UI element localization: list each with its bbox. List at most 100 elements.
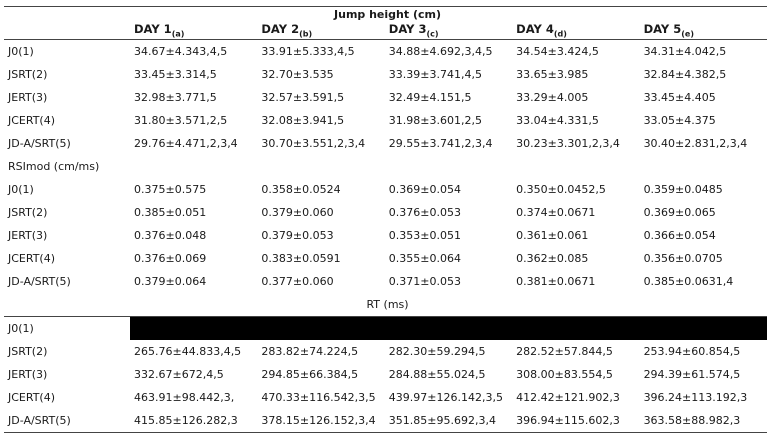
- row-label: JCERT(4): [8, 391, 56, 404]
- day-subscript: (e): [681, 29, 694, 39]
- table-title: Jump height (cm): [4, 6, 768, 21]
- row-label: JERT(3): [8, 91, 48, 104]
- day-subscript: (b): [299, 29, 313, 39]
- row-label: J0(1): [8, 45, 34, 58]
- table-cell: 351.85±95.692,3,4: [384, 409, 513, 433]
- day-label: DAY 5: [643, 21, 682, 36]
- day-label: DAY 2: [261, 21, 300, 36]
- table-cell: 0.376±0.069: [134, 252, 207, 265]
- table-cell: 31.98±3.601,2,5: [388, 114, 482, 127]
- table-cell: 470.33±116.542,3,5: [261, 391, 376, 404]
- table-cell: 0.379±0.053: [261, 229, 334, 242]
- results-table-body: Jump height (cm) DAY 1(a) DAY 2(b) DAY 3(c…: [4, 6, 768, 433]
- day-subscript: (a): [171, 29, 185, 39]
- table-cell: 32.57±3.591,5: [261, 91, 345, 104]
- table-cell: 412.42±121.902,3: [516, 391, 620, 404]
- table-cell: 284.88±55.024,5: [388, 368, 486, 381]
- table-cell: 283.82±74.224,5: [261, 345, 359, 358]
- day-header-row: DAY 1(a) DAY 2(b) DAY 3(c) DAY 4(d) DAY 5(e): [4, 21, 768, 40]
- row-label: JERT(3): [8, 368, 48, 381]
- table-cell: 332.67±672,4,5: [134, 368, 224, 381]
- table-cell: 0.353±0.051: [388, 229, 461, 242]
- table-cell: 32.49±4.151,5: [388, 91, 472, 104]
- table-cell: 29.76±4.471,2,3,4: [134, 137, 238, 150]
- rsi-heading: RSImod (cm/ms): [8, 160, 100, 173]
- table-cell: 30.40±2.831,2,3,4: [643, 137, 748, 150]
- table-cell: 33.05±4.375: [643, 114, 716, 127]
- table-row: JD-A/SRT(5) 0.379±0.064 0.377±0.060 0.371±0…: [4, 270, 767, 293]
- day-subscript: (c): [426, 29, 439, 39]
- day-header-2: DAY 2(b): [257, 21, 385, 40]
- table-cell: 0.371±0.053: [388, 275, 461, 288]
- redaction-bar: [130, 316, 768, 340]
- table-cell: 0.379±0.060: [261, 206, 334, 219]
- table-cell: 31.80±3.571,2,5: [134, 114, 228, 127]
- row-label: JCERT(4): [8, 114, 56, 127]
- table-row: J0(1) 34.67±4.343,4,5 33.91±5.333,4,5 34.88…: [4, 40, 767, 64]
- row-label: JSRT(2): [8, 345, 48, 358]
- table-row: JSRT(2) 265.76±44.833,4,5 283.82±74.224,5 2…: [4, 340, 767, 363]
- table-row: JSRT(2) 33.45±3.314,5 32.70±3.535 33.39±3.7…: [4, 63, 767, 86]
- rt-heading-row: RT (ms): [4, 293, 768, 317]
- table-cell: 0.376±0.048: [134, 229, 207, 242]
- table-cell: 33.29±4.005: [516, 91, 589, 104]
- table-cell: 0.385±0.051: [134, 206, 207, 219]
- table-cell: 0.355±0.064: [388, 252, 461, 265]
- table-cell: 294.39±61.574,5: [643, 368, 741, 381]
- table-cell: 265.76±44.833,4,5: [134, 345, 242, 358]
- table-cell: 33.91±5.333,4,5: [261, 45, 355, 58]
- table-cell: 32.70±3.535: [261, 68, 334, 81]
- table-cell: 0.359±0.0485: [643, 183, 723, 196]
- table-cell: 33.39±3.741,4,5: [388, 68, 482, 81]
- table-row: JSRT(2) 0.385±0.051 0.379±0.060 0.376±0.053…: [4, 201, 767, 224]
- table-cell: 0.375±0.575: [134, 183, 207, 196]
- table-cell: 0.350±0.0452,5: [516, 183, 606, 196]
- table-row: JERT(3) 0.376±0.048 0.379±0.053 0.353±0.051…: [4, 224, 767, 247]
- table-cell: 0.379±0.064: [134, 275, 207, 288]
- table-cell: 253.94±60.854,5: [643, 345, 741, 358]
- table-cell: 0.376±0.053: [388, 206, 461, 219]
- table-cell: 282.52±57.844,5: [516, 345, 613, 358]
- redacted-row: J0(1): [4, 316, 768, 340]
- row-label: JERT(3): [8, 229, 48, 242]
- table-cell: 34.31±4.042,5: [643, 45, 727, 58]
- table-cell: 0.362±0.085: [516, 252, 589, 265]
- table-cell: 0.369±0.054: [388, 183, 461, 196]
- table-cell: 0.361±0.061: [516, 229, 589, 242]
- table-cell: 396.24±113.192,3: [643, 391, 748, 404]
- table-cell: 0.358±0.0524: [261, 183, 341, 196]
- table-row: JERT(3) 32.98±3.771,5 32.57±3.591,5 32.49±4…: [4, 86, 767, 109]
- day-header-1: DAY 1(a): [130, 21, 258, 40]
- row-label: JD-A/SRT(5): [8, 137, 71, 150]
- table-cell: 0.356±0.0705: [643, 252, 723, 265]
- table-cell: 29.55±3.741,2,3,4: [388, 137, 493, 150]
- day-label: DAY 1: [134, 21, 172, 36]
- table-cell: 0.377±0.060: [261, 275, 334, 288]
- day-header-3: DAY 3(c): [384, 21, 513, 40]
- row-label: JSRT(2): [8, 68, 48, 81]
- rsi-heading-row: RSImod (cm/ms): [4, 155, 767, 178]
- table-cell: 33.04±4.331,5: [516, 114, 599, 127]
- row-label: JD-A/SRT(5): [4, 409, 130, 433]
- table-cell: 0.385±0.0631,4: [643, 275, 734, 288]
- table-cell: 30.23±3.301,2,3,4: [516, 137, 620, 150]
- table-cell: 378.15±126.152,3,4: [257, 409, 385, 433]
- table-row: JD-A/SRT(5) 29.76±4.471,2,3,4 30.70±3.551,…: [4, 132, 767, 155]
- row-label: JD-A/SRT(5): [8, 275, 71, 288]
- table-cell: 0.366±0.054: [643, 229, 716, 242]
- table-cell: 363.58±88.982,3: [639, 409, 768, 433]
- table-cell: 439.97±126.142,3,5: [388, 391, 503, 404]
- table-cell: 30.70±3.551,2,3,4: [261, 137, 366, 150]
- table-cell: 34.54±3.424,5: [516, 45, 599, 58]
- rt-heading: RT (ms): [4, 293, 768, 317]
- table-cell: 0.369±0.065: [643, 206, 716, 219]
- row-label: JSRT(2): [8, 206, 48, 219]
- table-cell: 33.45±3.314,5: [134, 68, 217, 81]
- table-cell: 32.84±4.382,5: [643, 68, 727, 81]
- table-row: JD-A/SRT(5) 415.85±126.282,3 378.15±126.15…: [4, 409, 768, 433]
- row-label: J0(1): [8, 322, 34, 335]
- table-cell: 396.94±115.602,3: [512, 409, 640, 433]
- table-cell: 282.30±59.294,5: [388, 345, 486, 358]
- results-table: Jump height (cm) DAY 1(a) DAY 2(b) DAY 3(c…: [4, 6, 768, 433]
